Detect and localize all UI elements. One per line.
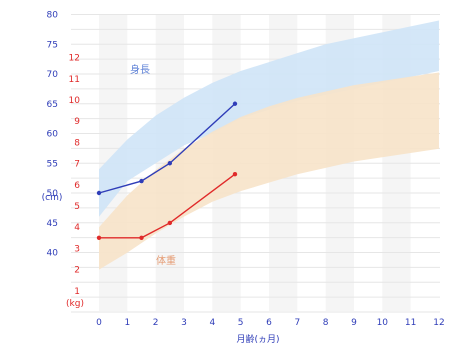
- weight-tick-label: 8: [74, 138, 80, 148]
- x-tick-label: 3: [181, 318, 187, 328]
- weight-unit-label: (kg): [66, 299, 84, 309]
- height-series-label: 身長: [130, 63, 150, 76]
- x-tick-label: 4: [209, 318, 215, 328]
- height-axis: 40 45 50 55 60 65 70 75 80 (cm): [42, 11, 63, 259]
- height-unit-label: (cm): [42, 193, 63, 203]
- height-tick-label: 50: [47, 189, 59, 199]
- weight-tick-label: 1: [74, 287, 80, 297]
- weight-tick-label: 5: [74, 202, 80, 212]
- weight-tick-label: 4: [74, 223, 80, 233]
- weight-point: [167, 220, 173, 226]
- height-band: [99, 20, 439, 217]
- height-tick-label: 55: [47, 159, 58, 169]
- x-tick-label: 1: [124, 318, 130, 328]
- weight-tick-label: 7: [74, 160, 80, 170]
- x-tick-label: 7: [294, 318, 300, 328]
- x-tick-label: 5: [238, 318, 244, 328]
- height-tick-label: 40: [47, 249, 59, 259]
- weight-band: [99, 72, 439, 270]
- height-point: [139, 178, 144, 184]
- x-tick-label: 10: [377, 318, 389, 328]
- weight-tick-label: 9: [74, 117, 80, 127]
- weight-tick-label: 12: [69, 54, 80, 64]
- height-tick-label: 65: [47, 100, 58, 110]
- weight-tick-label: 3: [74, 244, 80, 254]
- height-tick-label: 75: [47, 40, 58, 50]
- x-tick-label: 6: [266, 318, 272, 328]
- height-line: [98, 103, 236, 194]
- height-point: [232, 101, 238, 106]
- weight-point: [96, 235, 102, 240]
- x-axis-title: 月齢(ヵ月): [236, 333, 279, 345]
- height-point: [96, 190, 102, 196]
- height-tick-label: 70: [47, 70, 59, 80]
- x-tick-label: 2: [153, 318, 159, 328]
- height-point: [167, 161, 173, 166]
- weight-tick-label: 10: [69, 96, 81, 106]
- x-tick-label: 8: [323, 318, 329, 328]
- height-tick-label: 60: [47, 130, 59, 140]
- reference-bands: [99, 20, 439, 270]
- data-series: [96, 101, 238, 240]
- x-tick-label: 12: [433, 318, 444, 328]
- x-tick-label: 9: [351, 318, 357, 328]
- weight-point: [139, 235, 144, 240]
- weight-tick-label: 6: [74, 181, 80, 191]
- x-tick-label: 0: [96, 318, 102, 328]
- height-tick-label: 80: [47, 11, 59, 21]
- weight-tick-label: 2: [74, 266, 80, 276]
- x-tick-label: 11: [405, 318, 416, 328]
- height-tick-label: 45: [47, 219, 58, 229]
- weight-series-label: 体重: [156, 254, 176, 267]
- weight-point: [232, 172, 238, 177]
- x-axis: 0 1 2 3 4 5 6 7 8 9 10 11 12: [96, 318, 445, 328]
- weight-tick-label: 11: [69, 75, 80, 85]
- weight-line: [99, 173, 236, 239]
